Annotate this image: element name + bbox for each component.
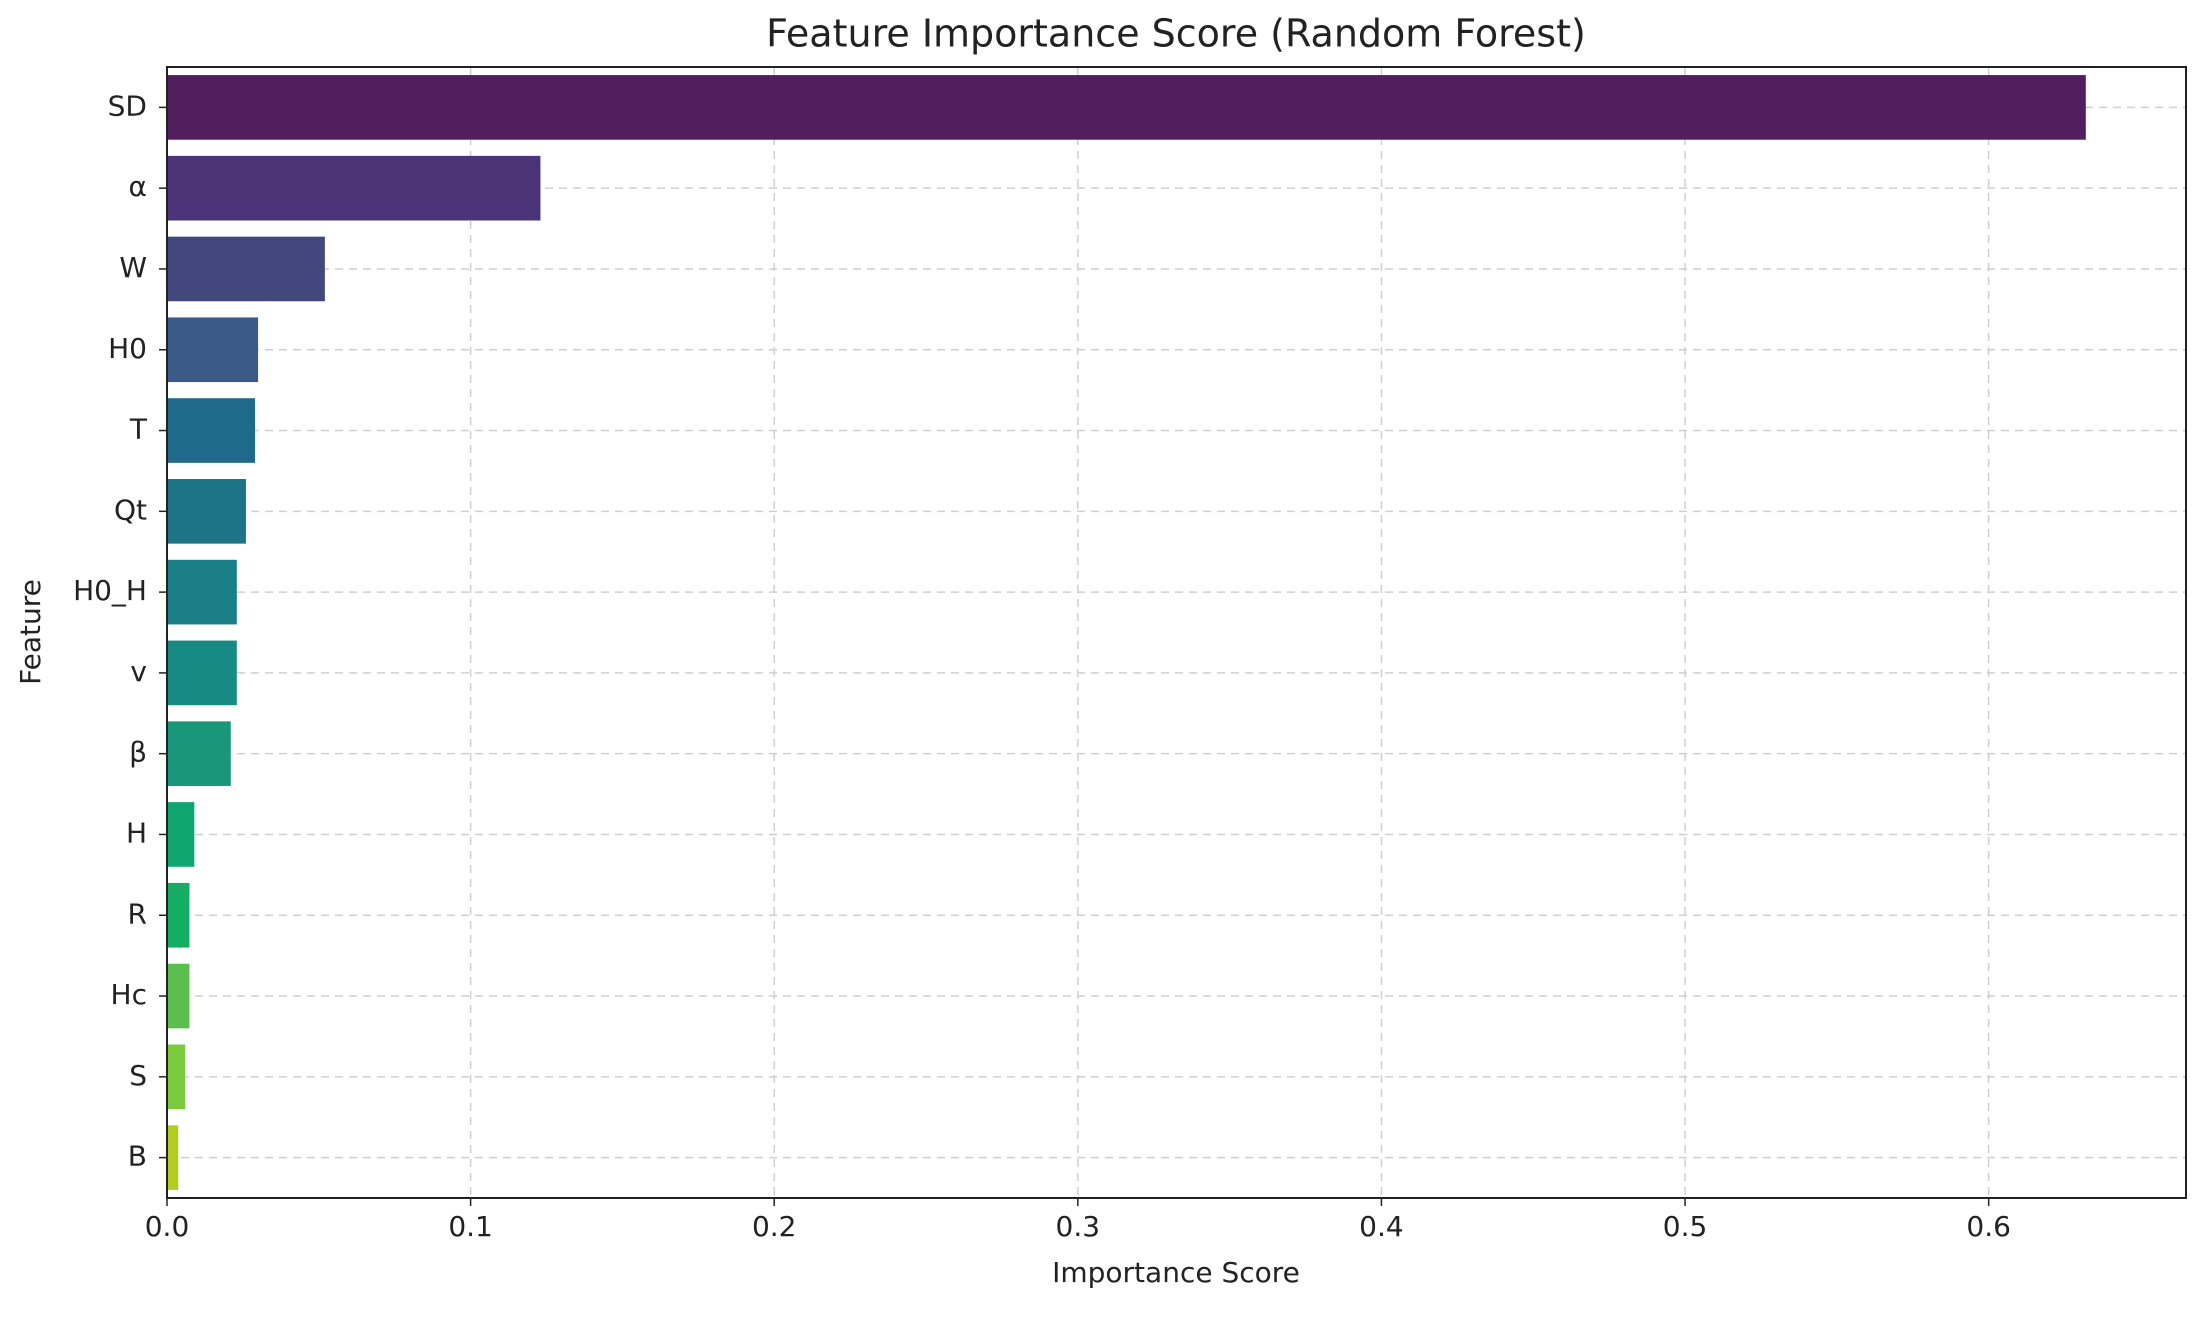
y-axis-label: Feature: [14, 579, 47, 685]
x-axis-label: Importance Score: [1052, 1256, 1300, 1289]
y-tick-label: β: [129, 736, 147, 769]
bar: [167, 1044, 186, 1110]
bar: [167, 75, 2086, 140]
bar: [167, 963, 190, 1029]
x-tick-label: 0.5: [1663, 1210, 1708, 1243]
bar: [167, 398, 256, 463]
bar: [167, 559, 237, 625]
x-tick-label: 0.4: [1359, 1210, 1404, 1243]
y-tick-label: W: [119, 251, 147, 284]
bar: [167, 1125, 179, 1190]
y-tick-label: α: [129, 170, 147, 203]
y-tick-label: H0: [108, 332, 147, 365]
y-tick-label: v: [130, 655, 147, 688]
x-tick-label: 0.2: [752, 1210, 797, 1243]
y-tick-label: T: [129, 413, 148, 446]
bar: [167, 236, 325, 302]
bar: [167, 802, 195, 867]
bar: [167, 721, 231, 786]
y-tick-label: H0_H: [73, 574, 147, 607]
y-tick-label: Hc: [111, 978, 147, 1011]
y-tick-label: B: [128, 1140, 147, 1173]
y-tick-label: SD: [108, 89, 147, 122]
bar: [167, 317, 259, 383]
y-tick-label: H: [126, 816, 147, 849]
x-tick-label: 0.0: [145, 1210, 190, 1243]
chart-title: Feature Importance Score (Random Forest): [766, 12, 1586, 56]
x-tick-label: 0.6: [1966, 1210, 2011, 1243]
y-tick-label: S: [129, 1059, 147, 1092]
y-tick-label: Qt: [114, 493, 147, 526]
bar: [167, 882, 190, 948]
bar: [167, 155, 541, 221]
bar: [167, 479, 246, 544]
x-tick-label: 0.1: [448, 1210, 493, 1243]
y-tick-label: R: [128, 897, 147, 930]
x-tick-label: 0.3: [1056, 1210, 1101, 1243]
bar: [167, 640, 237, 706]
plot-frame: [166, 66, 2187, 1199]
